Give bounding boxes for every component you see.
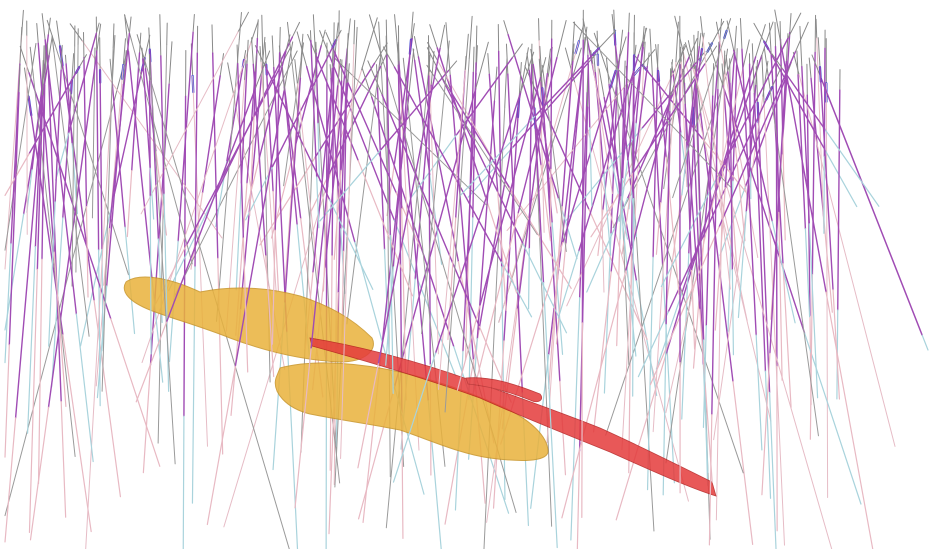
drillhole-collar xyxy=(386,20,387,56)
drillhole-collar xyxy=(65,55,66,64)
drillhole-lower xyxy=(633,199,634,396)
drillhole-collar xyxy=(280,27,281,52)
background xyxy=(0,0,938,549)
drillhole-upper xyxy=(582,40,583,323)
drillhole-upper xyxy=(551,39,552,169)
drillhole-collar xyxy=(816,19,817,38)
drillhole-scene xyxy=(0,0,938,549)
drillhole-upper xyxy=(750,64,751,155)
drillhole-collar xyxy=(539,19,540,41)
drillhole-collar xyxy=(473,47,474,72)
page: (() => { const svg = document.getElement… xyxy=(0,0,938,549)
drillhole-collar xyxy=(212,25,213,53)
drillhole-lower xyxy=(582,323,583,518)
drillhole-collar xyxy=(681,47,682,62)
drillhole-upper xyxy=(150,81,151,196)
drillhole-upper xyxy=(633,56,634,199)
drillhole-collar xyxy=(237,45,238,64)
drillhole-lower xyxy=(183,416,184,549)
drillhole-lower xyxy=(529,248,530,308)
drillhole-collar xyxy=(347,51,348,84)
drillhole-lower xyxy=(150,196,151,354)
